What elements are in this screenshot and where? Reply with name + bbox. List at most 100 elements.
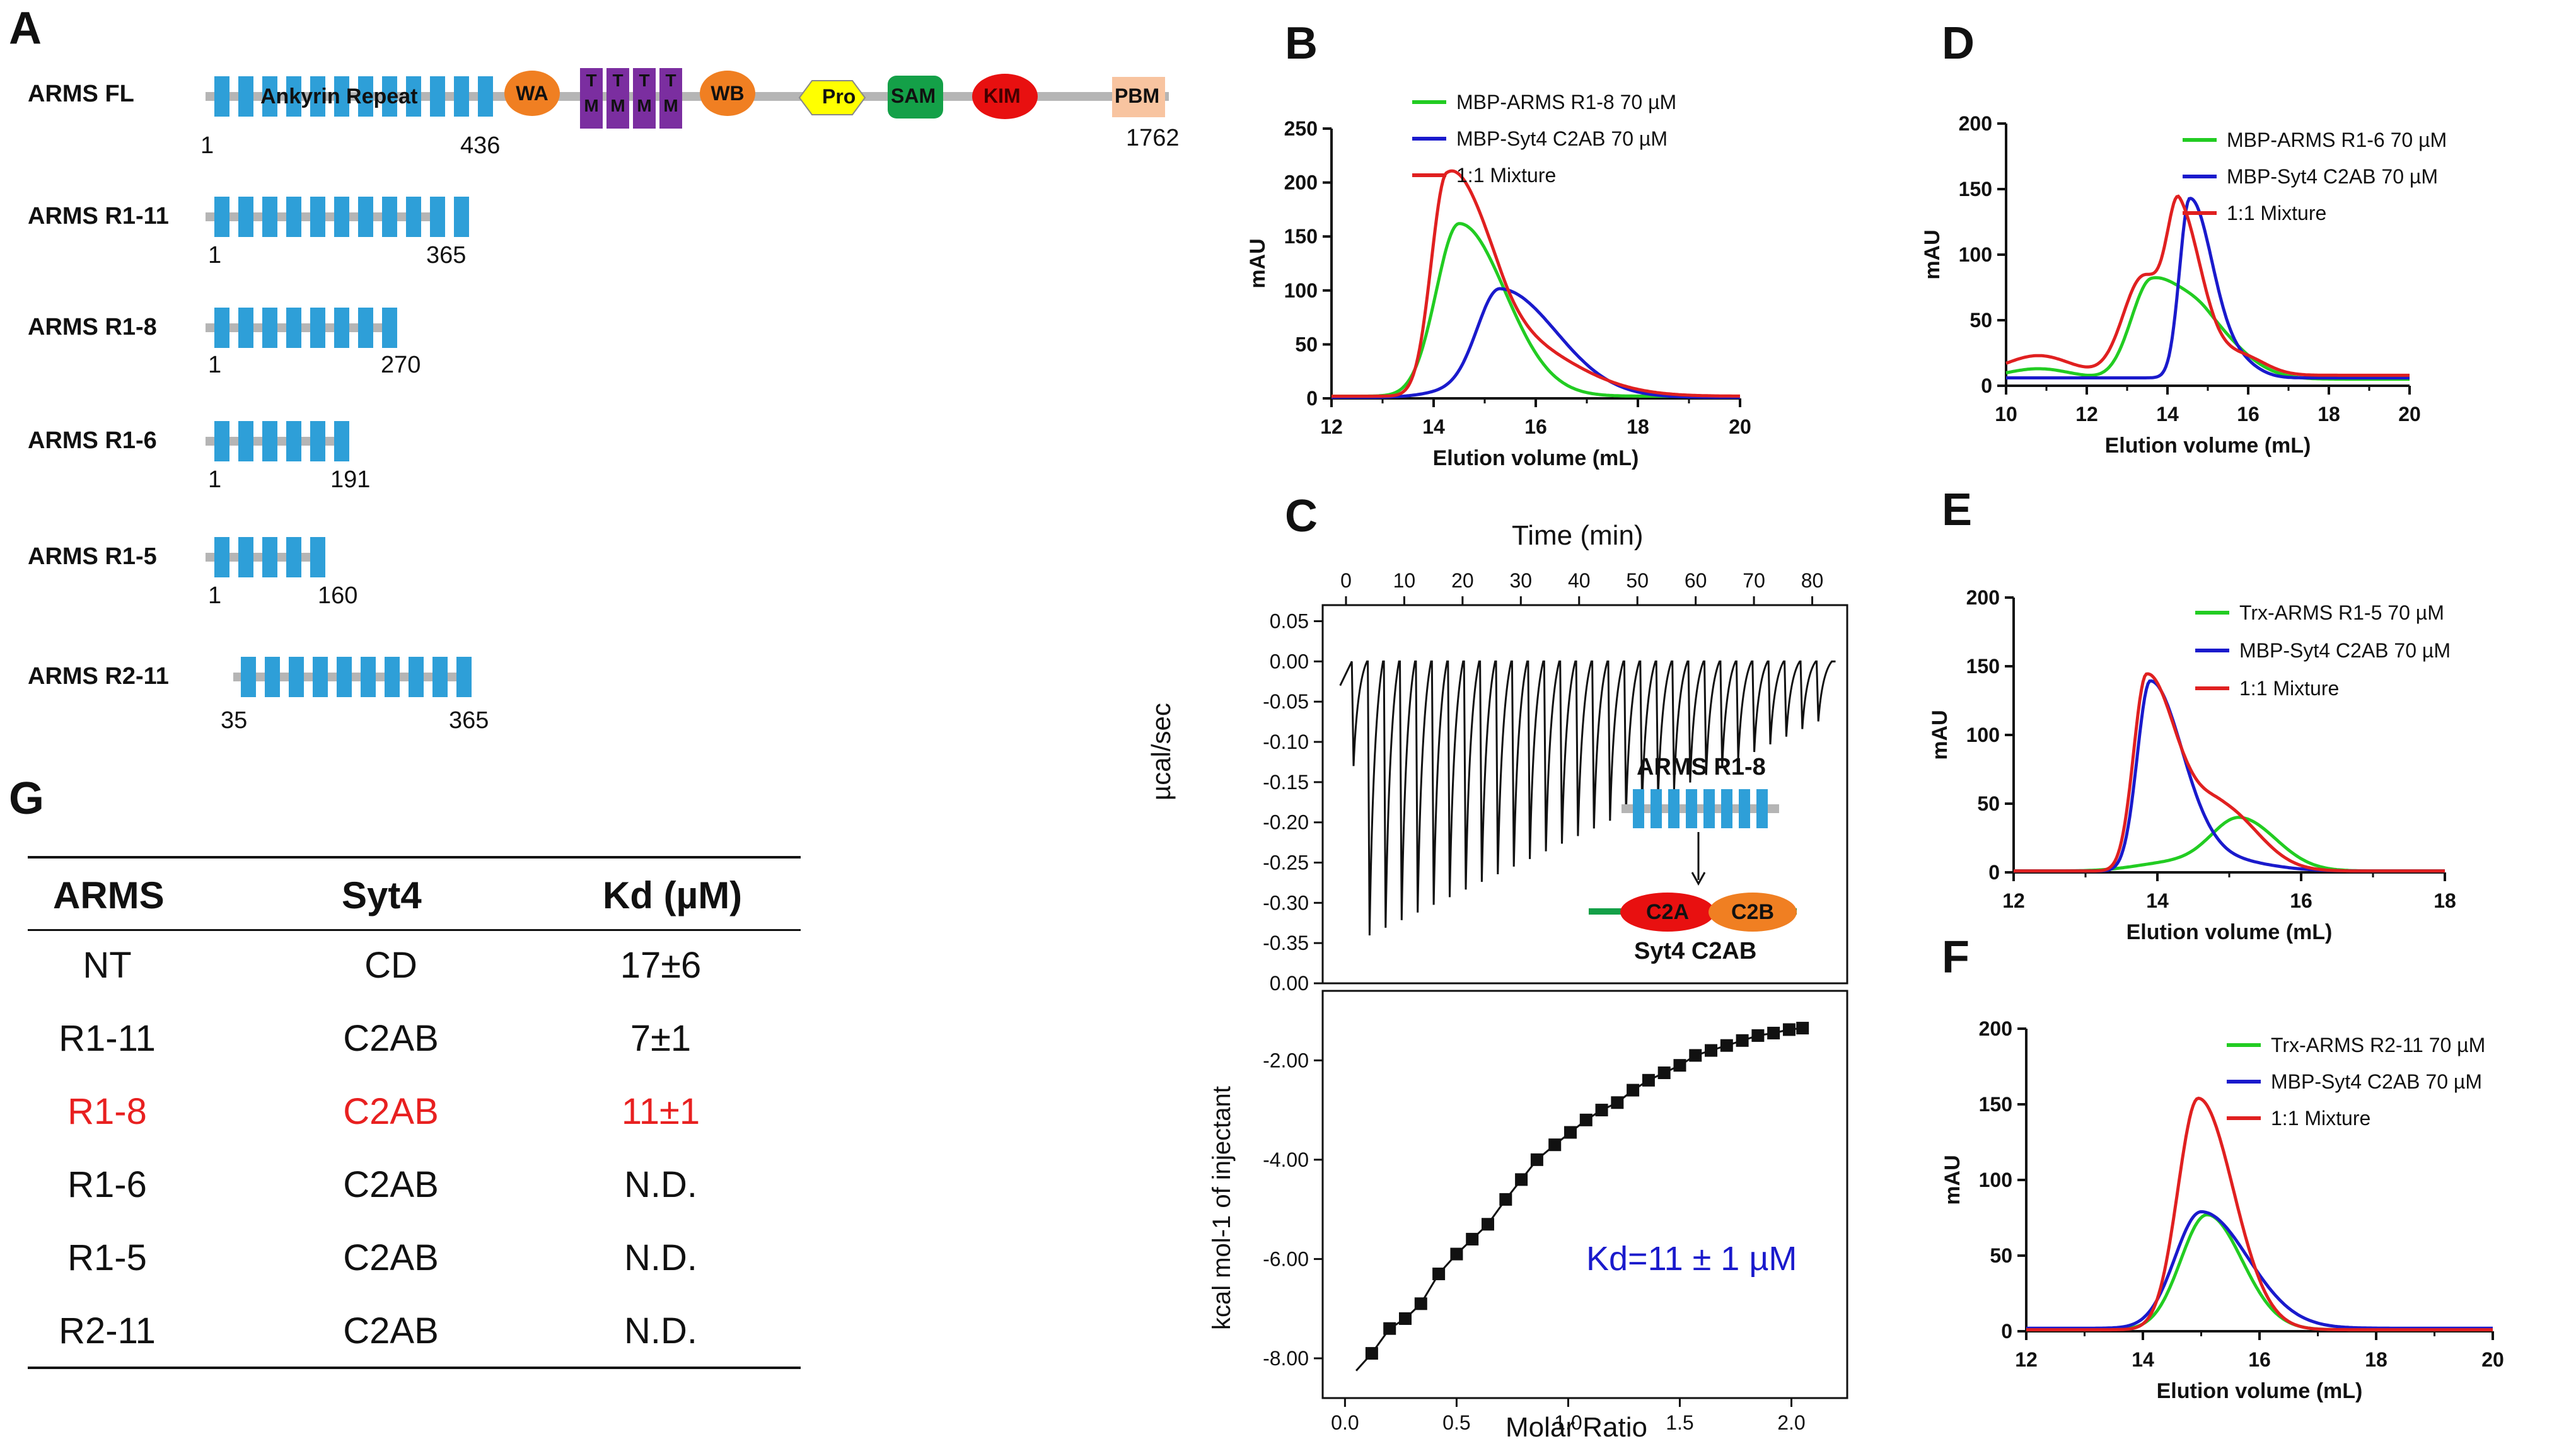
itc-time-tick-label: 40 [1568,569,1591,592]
inset-c2a-label: C2A [1645,899,1690,924]
construct-label-r2-11: ARMS R2-11 [28,663,169,690]
x-tick-label: 14 [2146,889,2169,912]
r1-8-repeat [238,308,253,348]
x-tick-label: 12 [2002,889,2025,912]
table-bottom-rule [28,1367,801,1369]
table-cell-kd: 11±1 [621,1091,700,1132]
y-axis-label: mAU [1941,1155,1964,1205]
x-tick-label: 14 [2156,403,2179,425]
itc-data-point [1689,1049,1702,1062]
y-axis-label: mAU [1920,229,1944,279]
y-tick-label: 50 [1295,333,1318,356]
r1-5-backbone [206,553,319,562]
legend-entry-3: 1:1 Mixture [2227,202,2326,224]
itc-molar-ratio-label: Molar Ratio [1506,1412,1647,1443]
x-axis-label: Elution volume (mL) [2105,434,2311,458]
inset-arms-repeat [1703,789,1715,828]
wa-label: WA [516,81,548,105]
itc-time-tick-label: 20 [1451,569,1474,592]
itc-top-ytick-label: -0.10 [1263,731,1309,753]
construct-label-r1-5: ARMS R1-5 [28,543,157,570]
itc-kd-label: Kd=11 ± 1 µM [1586,1240,1797,1278]
inset-arms-backbone [1622,804,1779,813]
itc-bottom-ytick-label: -2.00 [1263,1049,1309,1072]
table-cell-arms: R1-5 [67,1237,147,1278]
y-tick-label: 0 [1981,374,1992,397]
legend-entry-1: MBP-ARMS R1-8 70 µM [1456,91,1676,113]
inset-arms-repeat [1756,789,1768,828]
y-tick-label: 200 [1979,1017,2012,1040]
y-tick-label: 0 [1306,387,1318,410]
x-tick-label: 18 [2318,403,2340,425]
itc-data-point [1481,1218,1494,1231]
table-cell-syt4: C2AB [343,1164,439,1205]
y-tick-label: 0 [2001,1320,2012,1343]
panel-letter-c: C [1285,491,1318,541]
itc-time-tick-label: 80 [1801,569,1824,592]
x-tick-label: 16 [2237,403,2260,425]
table-cell-arms: R1-8 [67,1091,147,1132]
x-tick-label: 14 [1422,415,1445,438]
itc-inset-syt4: Syt4 C2AB [1634,938,1757,964]
series-line-2 [1332,287,1740,399]
x-tick-label: 20 [2481,1348,2504,1371]
y-axis-label: mAU [1246,238,1270,288]
r2-11-repeat [337,657,352,697]
itc-time-tick-label: 0 [1340,569,1352,592]
r1-6-repeat [214,421,229,461]
r1-8-end: 270 [381,352,421,378]
legend-entry-3: 1:1 Mixture [1456,164,1556,187]
itc-top-ytick-label: -0.05 [1263,690,1309,713]
legend-entry-2: MBP-Syt4 C2AB 70 µM [2271,1070,2482,1093]
itc-data-point [1736,1034,1749,1047]
y-tick-label: 150 [1959,178,1992,200]
itc-data-point [1657,1066,1671,1079]
y-tick-label: 100 [1284,279,1318,302]
y-tick-label: 150 [1284,225,1318,248]
x-tick-label: 16 [2290,889,2312,912]
r1-5-repeat [238,537,253,577]
r1-8-repeat [286,308,301,348]
r1-8-start: 1 [208,352,222,378]
itc-top-ytick-label: -0.15 [1263,771,1309,794]
panel-letter-d: D [1942,18,1975,69]
x-tick-label: 10 [1995,403,2017,425]
itc-time-label: Time (min) [1512,520,1644,551]
table-cell-kd: 7±1 [630,1018,692,1059]
construct-label-r1-6: ARMS R1-6 [28,427,157,454]
panel-letter-f: F [1942,932,1970,983]
itc-top-ylabel: µcal/sec [1146,703,1176,801]
r1-11-repeat [286,197,301,237]
itc-top-ytick-label: 0.00 [1270,972,1309,995]
itc-top-ytick-label: 0.00 [1270,650,1309,673]
r1-6-backbone [206,437,340,446]
table-header-arms: ARMS [53,874,165,916]
itc-data-point [1751,1029,1765,1042]
series-line-1 [2026,1213,2493,1332]
itc-data-point [1548,1138,1562,1152]
itc-top-ytick-label: -0.25 [1263,852,1309,874]
x-tick-label: 12 [1320,415,1343,438]
panel-letter-g: G [9,773,45,824]
series-line-3 [1332,169,1740,398]
itc-bottom-ytick-label: -4.00 [1263,1148,1309,1171]
y-axis-label: mAU [1928,710,1952,760]
itc-bottom-ytick-label: -8.00 [1263,1347,1309,1370]
itc-data-point [1515,1173,1528,1186]
itc-bottom-frame [1321,990,1848,1399]
y-tick-label: 0 [1988,861,2000,884]
r2-11-end: 365 [449,707,489,734]
table-cell-syt4: CD [364,945,417,986]
x-tick-label: 18 [1627,415,1649,438]
legend-entry-1: MBP-ARMS R1-6 70 µM [2227,129,2447,151]
inset-arms-repeat [1686,789,1697,828]
table-cell-arms: R1-6 [67,1164,147,1205]
r2-11-repeat [385,657,400,697]
r1-6-repeat [286,421,301,461]
construct-label-fl: ARMS FL [28,81,134,107]
r2-11-repeat [361,657,376,697]
r1-5-start: 1 [208,582,222,609]
itc-bottom-ylabel: kcal mol-1 of injectant [1208,1086,1236,1330]
y-tick-label: 100 [1966,724,2000,746]
itc-bottom-ytick-label: -6.00 [1263,1247,1309,1270]
